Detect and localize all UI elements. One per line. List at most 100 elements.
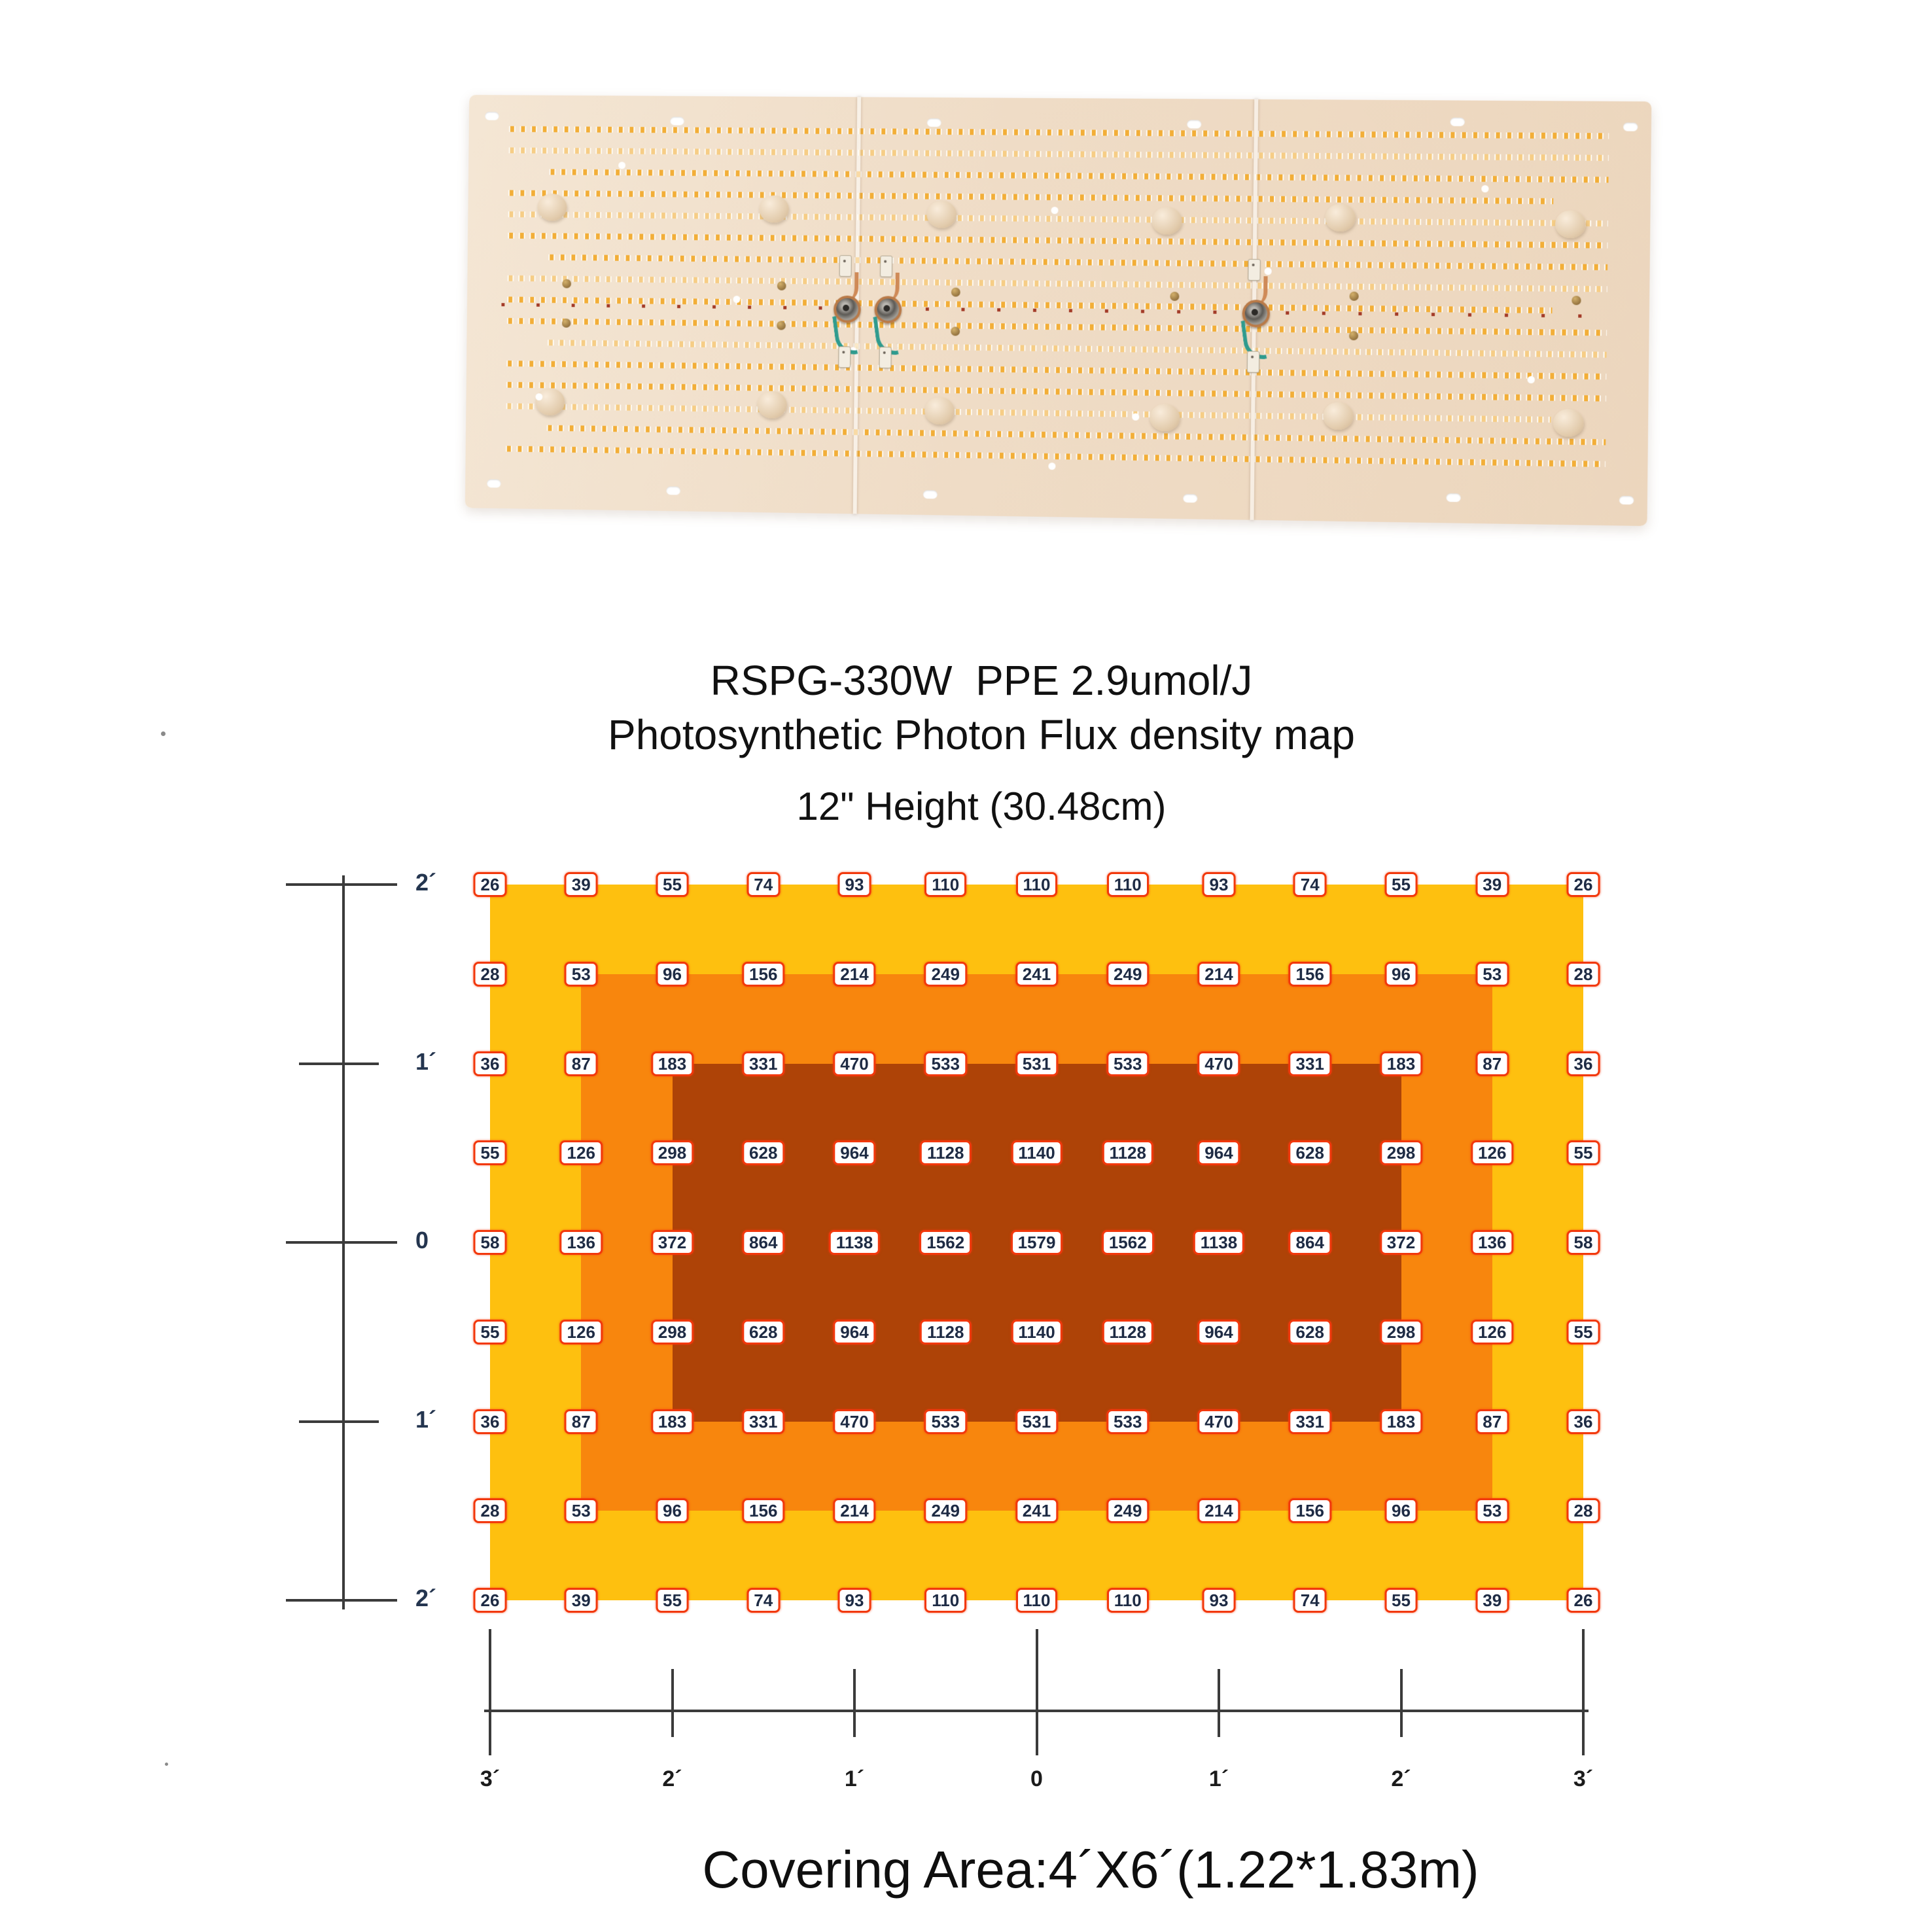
ppfd-value: 36 (473, 1051, 507, 1076)
ppfd-value: 55 (1566, 1140, 1600, 1166)
y-axis-tick-label: 1´ (415, 1047, 437, 1075)
ppfd-value: 58 (1566, 1230, 1600, 1255)
via-hole (1481, 184, 1489, 193)
ppfd-value: 470 (1197, 1051, 1240, 1076)
ppfd-value: 864 (1288, 1230, 1331, 1255)
screw-head (951, 287, 961, 297)
mounting-hole (926, 118, 941, 127)
via-hole (1048, 462, 1056, 470)
ppfd-value: 28 (473, 1498, 507, 1524)
x-axis-tick (489, 1629, 491, 1755)
x-axis-tick (671, 1669, 674, 1737)
screw-head (951, 326, 960, 336)
ppfd-value: 87 (1475, 1409, 1509, 1434)
connector-tab-bottom (838, 346, 851, 368)
wire-connector-assembly (1239, 259, 1271, 374)
ppfd-value: 28 (1566, 961, 1600, 987)
ppfd-value: 55 (473, 1140, 507, 1166)
ppfd-value: 298 (1379, 1140, 1423, 1166)
ppfd-value: 1138 (828, 1230, 881, 1255)
ppfd-value: 110 (1106, 1588, 1149, 1613)
ppfd-value: 628 (1288, 1140, 1331, 1166)
x-axis-tick-label: 3´ (480, 1766, 501, 1791)
ppfd-value: 298 (1379, 1319, 1423, 1344)
via-hole (618, 162, 626, 169)
screw-head (777, 281, 786, 291)
ppfd-value: 1128 (920, 1319, 972, 1344)
x-axis-tick-label: 2´ (1391, 1766, 1411, 1791)
y-axis-tick-label: 1´ (415, 1405, 437, 1433)
screw-head (776, 321, 786, 330)
via-hole (535, 393, 542, 400)
screw-head (561, 318, 571, 328)
wire-connector-assembly (830, 255, 862, 368)
connector-pin (884, 260, 887, 263)
standoff-post (926, 200, 957, 228)
ppfd-value: 533 (1106, 1409, 1150, 1434)
standoff-post (1324, 203, 1356, 232)
ppfd-value: 96 (1384, 1498, 1418, 1524)
ppfd-value: 28 (473, 961, 507, 987)
ppfd-value: 55 (656, 1588, 689, 1613)
ppfd-value: 964 (833, 1140, 876, 1166)
ppfd-value: 110 (1015, 1588, 1058, 1613)
ppfd-value: 372 (650, 1230, 694, 1255)
ppfd-value: 1562 (919, 1230, 972, 1255)
ppfd-value: 964 (833, 1319, 876, 1344)
standoff-post (1151, 206, 1183, 235)
ppfd-value: 126 (1471, 1319, 1514, 1344)
connector-tab-bottom (1247, 351, 1260, 374)
ppfd-value: 96 (1384, 961, 1418, 987)
ppfd-value: 96 (656, 961, 689, 987)
mounting-hole (1446, 493, 1462, 502)
ppfd-value: 533 (924, 1051, 967, 1076)
ppfd-value: 214 (833, 1498, 876, 1524)
ppfd-value: 39 (564, 1588, 598, 1613)
led-strip-row (508, 190, 1554, 205)
ppfd-value: 533 (1106, 1051, 1150, 1076)
ppfd-value: 1579 (1010, 1230, 1063, 1255)
led-strip-row (509, 126, 1609, 139)
ppfd-value: 249 (1106, 961, 1150, 987)
screw-head (1170, 291, 1180, 301)
screw-head (1349, 291, 1359, 301)
connector-pin (883, 351, 887, 355)
led-strip-row (506, 381, 1606, 402)
ppfd-value: 26 (473, 872, 507, 897)
led-strip-row (506, 403, 1551, 423)
ppfd-value: 87 (564, 1409, 598, 1434)
ppfd-value: 183 (1379, 1409, 1423, 1434)
ppfd-value: 214 (1197, 961, 1240, 987)
ppfd-value: 470 (833, 1409, 876, 1434)
ppfd-value: 331 (742, 1409, 785, 1434)
mounting-hole (485, 111, 499, 120)
ppfd-value: 241 (1015, 961, 1059, 987)
ppfd-value: 1562 (1101, 1230, 1154, 1255)
mounting-hole (666, 485, 680, 495)
screw-head (1348, 331, 1358, 341)
connector-pin (1251, 355, 1254, 359)
ppfd-value: 55 (656, 872, 689, 897)
ppfd-value: 110 (924, 1588, 967, 1613)
ppfd-value: 183 (650, 1409, 694, 1434)
y-axis-tick (286, 1599, 397, 1602)
ppfd-value: 26 (473, 1588, 507, 1613)
led-strip-row (508, 232, 1608, 249)
y-axis-tick (299, 1062, 379, 1065)
led-strip-row (506, 360, 1606, 380)
ppfd-value: 93 (1202, 872, 1236, 897)
ppfd-value: 156 (1288, 1498, 1331, 1524)
standoff-post (1554, 209, 1586, 238)
ppfd-value: 533 (924, 1409, 967, 1434)
ppfd-value: 36 (1566, 1051, 1600, 1076)
ppfd-value: 531 (1015, 1051, 1059, 1076)
ppfd-value: 183 (1379, 1051, 1423, 1076)
standoff-post (1553, 409, 1584, 438)
ppfd-value: 110 (924, 872, 967, 897)
x-axis-tick-label: 1´ (844, 1766, 865, 1791)
x-axis-tick (1035, 1629, 1038, 1755)
ppfd-value: 96 (656, 1498, 689, 1524)
ppfd-value: 156 (742, 1498, 785, 1524)
ppfd-value: 110 (1106, 872, 1149, 897)
